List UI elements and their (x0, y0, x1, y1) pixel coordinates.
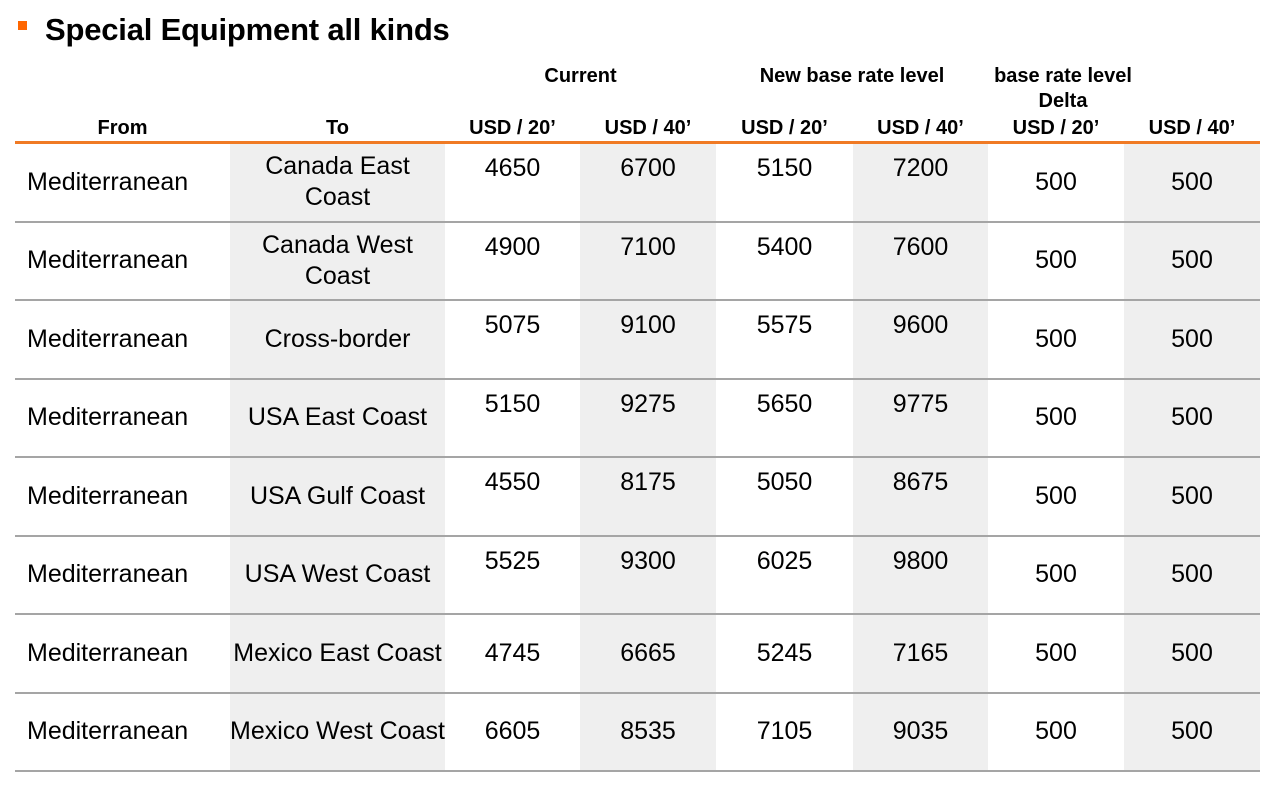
cell-to: Mexico East Coast (230, 615, 445, 692)
cell-new-40: 7165 (853, 615, 988, 692)
table-row: Mediterranean Mexico West Coast 6605 853… (15, 693, 1260, 772)
cell-new-20: 5050 (756, 468, 813, 496)
cell-new-40: 9035 (853, 693, 988, 770)
column-header-new-20: USD / 20’ (741, 117, 828, 139)
table-row: Mediterranean Canada East Coast 4650 670… (15, 144, 1260, 223)
cell-current-20: 5075 (484, 311, 541, 339)
cell-from: Mediterranean (27, 324, 189, 353)
column-header-current-40: USD / 40’ (604, 117, 692, 139)
cell-new-20: 5150 (756, 154, 813, 182)
cell-delta-20: 500 (1035, 246, 1077, 275)
cell-delta-40: 500 (1124, 615, 1260, 692)
cell-new-20: 6025 (756, 546, 813, 575)
cell-from: Mediterranean (27, 246, 189, 275)
cell-new-20: 5245 (756, 638, 813, 667)
table-row: Mediterranean USA Gulf Coast 4550 8175 5… (15, 458, 1260, 537)
cell-delta-20: 500 (1035, 324, 1077, 353)
cell-new-20: 7105 (756, 717, 813, 746)
cell-delta-40: 500 (1124, 144, 1260, 221)
cell-new-20: 5400 (756, 232, 813, 261)
cell-delta-20: 500 (1035, 638, 1077, 667)
cell-from: Mediterranean (27, 560, 189, 589)
cell-delta-20: 500 (1035, 560, 1077, 589)
column-header-delta-20: USD / 20’ (1012, 117, 1100, 139)
cell-new-20: 5575 (756, 311, 813, 339)
cell-to: Cross-border (230, 301, 445, 378)
cell-from: Mediterranean (27, 481, 189, 510)
group-header-current: Current (544, 65, 617, 87)
cell-new-20: 5650 (756, 389, 813, 418)
column-header-current-20: USD / 20’ (469, 117, 556, 139)
cell-current-40: 8175 (580, 458, 716, 535)
cell-delta-20: 500 (1035, 717, 1077, 746)
table-row: Mediterranean USA West Coast 5525 9300 6… (15, 536, 1260, 615)
cell-from: Mediterranean (27, 638, 189, 667)
cell-current-40: 7100 (580, 222, 716, 299)
cell-current-20: 6605 (484, 717, 541, 746)
cell-new-40: 8675 (853, 458, 988, 535)
header-divider (15, 141, 1260, 144)
cell-current-40: 6665 (580, 615, 716, 692)
cell-delta-20: 500 (1035, 481, 1077, 510)
table-row: Mediterranean USA East Coast 5150 9275 5… (15, 379, 1260, 458)
square-bullet-icon (18, 20, 27, 30)
cell-from: Mediterranean (27, 403, 189, 432)
table-row: Mediterranean Cross-border 5075 9100 557… (15, 301, 1260, 380)
table-body: Mediterranean Canada East Coast 4650 670… (15, 144, 1260, 772)
slide-title: Special Equipment all kinds (18, 10, 450, 50)
cell-current-20: 4650 (484, 154, 541, 182)
column-header-delta-40: USD / 40’ (1148, 117, 1236, 139)
cell-delta-40: 500 (1124, 693, 1260, 770)
slide-title-text: Special Equipment all kinds (45, 12, 450, 47)
cell-to: USA West Coast (230, 536, 445, 613)
cell-current-20: 4550 (484, 468, 541, 496)
rates-table: Current New base rate level base rate le… (15, 60, 1260, 772)
table-row: Mediterranean Mexico East Coast 4745 666… (15, 615, 1260, 694)
cell-to: Canada West Coast (230, 222, 445, 299)
column-header-from: From (97, 117, 148, 139)
cell-delta-40: 500 (1124, 379, 1260, 456)
cell-current-20: 4900 (484, 232, 541, 261)
cell-from: Mediterranean (27, 717, 189, 746)
cell-current-20: 5525 (484, 546, 541, 575)
cell-current-40: 9275 (580, 379, 716, 456)
group-header-delta: base rate level Delta (988, 64, 1138, 114)
cell-current-40: 8535 (580, 693, 716, 770)
cell-new-40: 7600 (853, 222, 988, 299)
cell-to: Canada East Coast (230, 144, 445, 221)
cell-current-40: 9100 (580, 301, 716, 378)
cell-to: USA East Coast (230, 379, 445, 456)
table-header: Current New base rate level base rate le… (15, 60, 1260, 144)
cell-delta-40: 500 (1124, 301, 1260, 378)
cell-new-40: 9600 (853, 301, 988, 378)
cell-delta-40: 500 (1124, 222, 1260, 299)
cell-from: Mediterranean (27, 167, 189, 196)
cell-to: USA Gulf Coast (230, 458, 445, 535)
cell-current-20: 4745 (484, 638, 541, 667)
cell-delta-40: 500 (1124, 458, 1260, 535)
group-header-delta-text: base rate level Delta (994, 65, 1132, 112)
table-row: Mediterranean Canada West Coast 4900 710… (15, 222, 1260, 301)
cell-delta-40: 500 (1124, 536, 1260, 613)
column-header-to: To (326, 117, 349, 139)
cell-current-20: 5150 (484, 389, 541, 418)
cell-current-40: 9300 (580, 536, 716, 613)
group-header-new-base: New base rate level (759, 65, 945, 87)
cell-to: Mexico West Coast (230, 693, 445, 770)
column-header-new-40: USD / 40’ (877, 117, 964, 139)
cell-delta-20: 500 (1035, 167, 1077, 196)
cell-new-40: 9775 (853, 379, 988, 456)
cell-current-40: 6700 (580, 144, 716, 221)
cell-delta-20: 500 (1035, 403, 1077, 432)
cell-new-40: 7200 (853, 144, 988, 221)
cell-new-40: 9800 (853, 536, 988, 613)
